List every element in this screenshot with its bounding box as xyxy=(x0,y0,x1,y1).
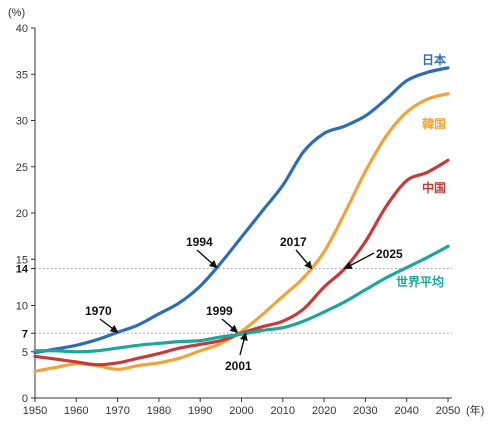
annotation-label-2025: 2025 xyxy=(376,247,403,261)
series-label-korea: 韓国 xyxy=(422,116,446,131)
annotation-arrow-2025 xyxy=(343,252,375,270)
x-tick-label: 1950 xyxy=(23,405,47,417)
annotations: 1970 1994 1999 2001 2017 2025 xyxy=(85,235,403,373)
annotation-arrow-1994 xyxy=(196,249,218,269)
series-lines xyxy=(33,66,450,373)
annotation-label-1970: 1970 xyxy=(85,304,112,318)
y-tick-label: 25 xyxy=(16,162,28,174)
x-tick-label: 1990 xyxy=(188,405,212,417)
x-tick-label: 2040 xyxy=(394,405,418,417)
series-line-korea xyxy=(33,92,450,373)
x-tick-label: 2020 xyxy=(312,405,336,417)
y-tick-label: 20 xyxy=(16,208,28,220)
y-tick-label: 35 xyxy=(16,69,28,81)
y-tick-label: 7 xyxy=(22,328,28,340)
y-tick-label: 30 xyxy=(16,116,28,128)
annotation-arrow-1970 xyxy=(99,318,119,333)
annotation-label-2017: 2017 xyxy=(280,235,307,249)
annotation-label-2001: 2001 xyxy=(225,359,252,373)
series-label-world-average: 世界平均 xyxy=(396,274,444,289)
series-line-japan xyxy=(33,66,450,355)
x-tick-label: 2050 xyxy=(436,405,460,417)
annotation-label-1994: 1994 xyxy=(186,235,213,249)
y-tick-label: 15 xyxy=(16,254,28,266)
annotation-arrow-1999 xyxy=(221,318,239,333)
y-tick-label: 0 xyxy=(22,393,28,405)
series-line-world-average xyxy=(33,244,450,354)
annotation-arrow-2001 xyxy=(239,332,248,356)
x-axis-ticks: 1950 1960 1970 1980 1990 2000 2010 2020 2030 2040… xyxy=(23,398,460,417)
x-tick-label: 1960 xyxy=(64,405,88,417)
x-tick-label: 2030 xyxy=(353,405,377,417)
x-unit-label: (年) xyxy=(466,403,484,417)
x-tick-label: 1970 xyxy=(105,405,129,417)
x-tick-label: 2000 xyxy=(229,405,253,417)
reference-lines xyxy=(35,268,452,334)
y-tick-label: 10 xyxy=(16,301,28,313)
x-tick-label: 2010 xyxy=(271,405,295,417)
series-label-china: 中国 xyxy=(422,180,446,195)
y-tick-label: 5 xyxy=(22,347,28,359)
annotation-label-1999: 1999 xyxy=(206,304,233,318)
y-tick-label: 40 xyxy=(16,23,28,35)
series-label-japan: 日本 xyxy=(422,52,446,67)
x-tick-label: 1980 xyxy=(147,405,171,417)
y-tick-label: 14 xyxy=(16,264,29,276)
y-unit-label: (%) xyxy=(8,7,25,19)
annotation-arrow-2017 xyxy=(295,249,313,270)
